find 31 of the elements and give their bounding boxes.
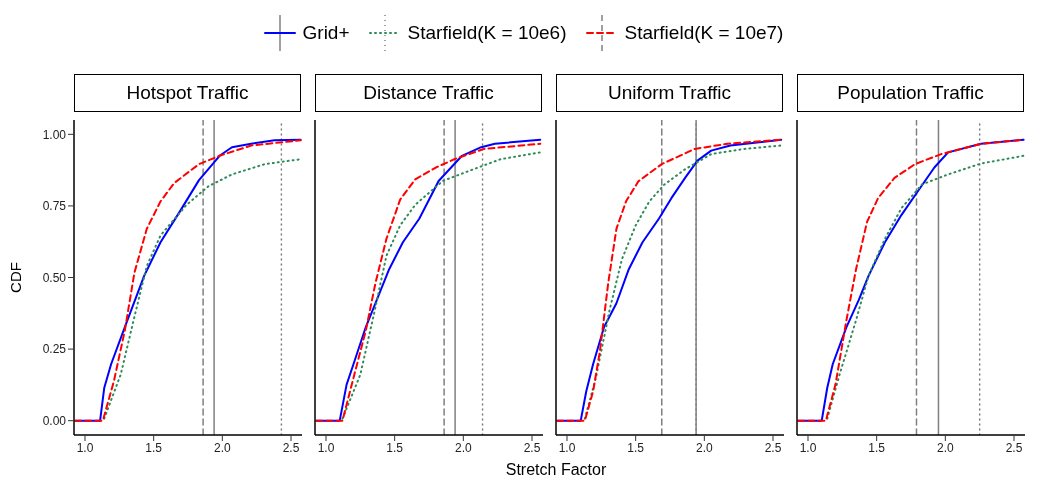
x-tick-label: 2.0	[213, 440, 231, 455]
line-series	[103, 158, 302, 420]
x-tick-label: 1.5	[868, 440, 886, 455]
y-tick-label: 0.50	[42, 270, 67, 285]
x-tick-label: 2.0	[454, 440, 472, 455]
y-tick-label: 0.00	[42, 413, 67, 428]
legend-label: Starfield(K = 10e6)	[407, 22, 567, 44]
chart-title: Uniform Traffic	[556, 74, 783, 112]
y-tick-label: 0.75	[42, 199, 67, 214]
legend-label: Grid+	[302, 22, 350, 44]
x-tick-label: 1.5	[627, 440, 645, 455]
x-tick-label: 2.5	[764, 440, 782, 455]
chart-title: Population Traffic	[797, 74, 1024, 112]
y-tick-label: 1.00	[42, 127, 67, 142]
x-axis-title: Stretch Factor	[504, 461, 608, 479]
chart-title: Distance Traffic	[315, 74, 542, 112]
x-tick-label: 1.5	[145, 440, 163, 455]
x-tick-label: 1.0	[317, 440, 335, 455]
chart-title: Hotspot Traffic	[74, 74, 301, 112]
x-tick-label: 1.0	[76, 440, 94, 455]
legend-label: Starfield(K = 10e7)	[624, 22, 784, 44]
x-tick-label: 2.5	[1005, 440, 1023, 455]
x-tick-label: 1.5	[386, 440, 404, 455]
x-tick-label: 1.0	[558, 440, 576, 455]
y-tick-label: 0.25	[42, 342, 67, 357]
y-axis-title: CDF	[7, 262, 25, 293]
x-tick-label: 1.0	[799, 440, 817, 455]
x-tick-label: 2.0	[695, 440, 713, 455]
x-tick-label: 2.5	[523, 440, 541, 455]
x-tick-label: 2.5	[282, 440, 300, 455]
x-tick-label: 2.0	[936, 440, 954, 455]
